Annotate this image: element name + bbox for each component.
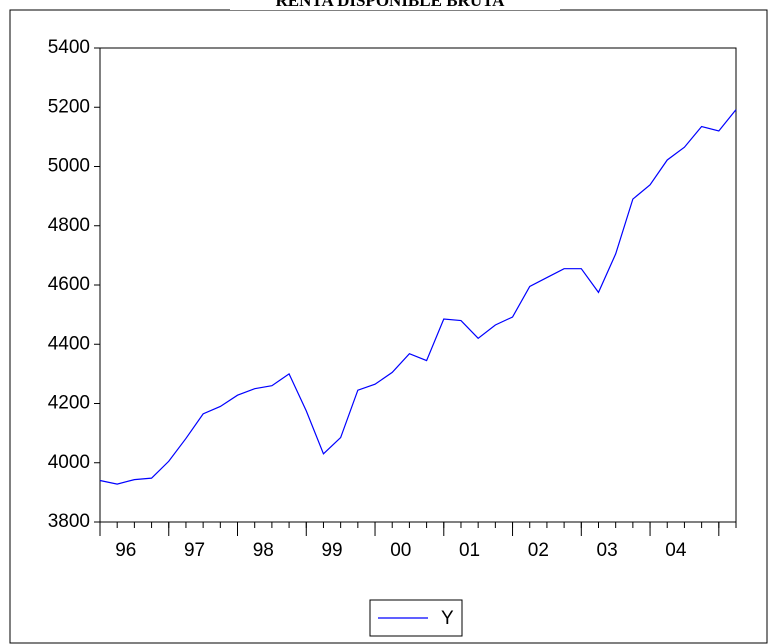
x-tick-label: 00 [390,540,411,561]
x-tick-label: 98 [253,540,274,561]
x-tick-label: 01 [459,540,480,561]
x-tick-label: 99 [321,540,342,561]
legend-label: Y [441,608,454,629]
title-bg [230,0,560,10]
y-tick-label: 4800 [48,215,90,236]
x-tick-label: 02 [528,540,549,561]
x-tick-label: 97 [184,540,205,561]
y-tick-label: 5200 [48,96,90,117]
y-tick-label: 4000 [48,452,90,473]
y-tick-label: 4200 [48,393,90,414]
y-tick-label: 4600 [48,274,90,295]
plot-frame [99,47,737,523]
x-tick-label: 04 [665,540,687,561]
legend-box [369,599,463,637]
y-tick-label: 4400 [48,333,90,354]
y-tick-label: 3800 [48,511,90,532]
chart-title: RENTA DISPONIBLE BRUTA [276,0,506,10]
data-line [99,109,737,485]
y-tick-label: 5400 [48,37,90,58]
y-tick-label: 5000 [48,156,90,177]
x-tick-label: 03 [597,540,618,561]
x-tick-label: 96 [115,540,136,561]
